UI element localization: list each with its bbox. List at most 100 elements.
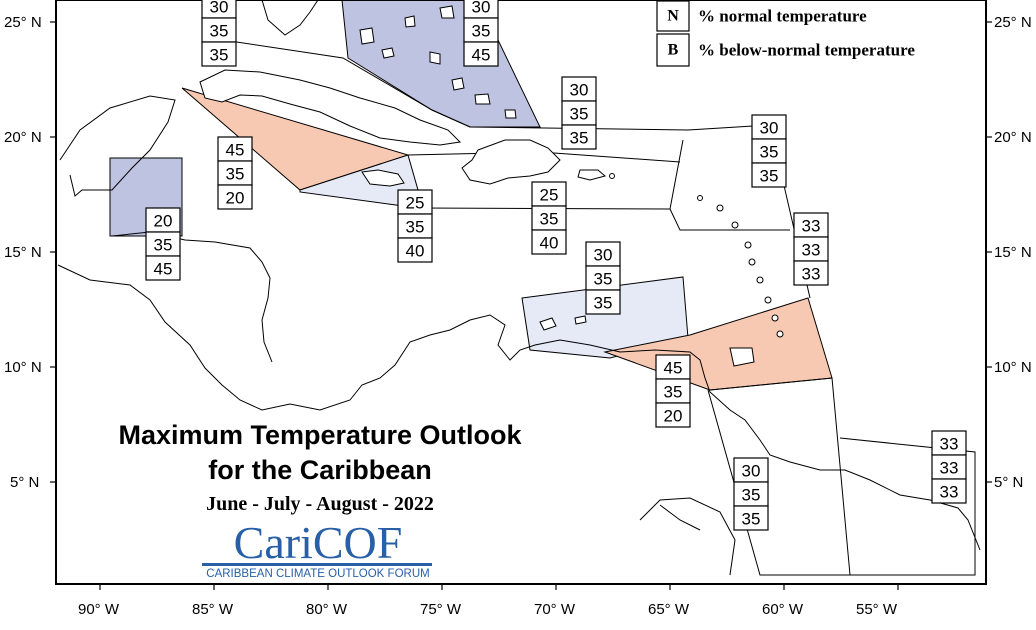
probability-value: 35 xyxy=(570,129,589,148)
island-curacao xyxy=(539,317,557,331)
probability-value: 45 xyxy=(664,359,683,378)
probability-cell xyxy=(751,162,787,188)
probability-value: 33 xyxy=(802,241,821,260)
probability-value: 30 xyxy=(570,81,589,100)
coast-florida xyxy=(261,0,319,36)
probability-value: 35 xyxy=(664,383,683,402)
probability-value: 20 xyxy=(154,212,173,231)
probability-value: 35 xyxy=(226,165,245,184)
probability-value: 30 xyxy=(594,246,613,265)
map-title-line2: for the Caribbean xyxy=(208,455,432,485)
probability-value: 35 xyxy=(540,210,559,229)
probability-cell xyxy=(793,236,829,262)
zone-outline-guyana xyxy=(707,377,851,576)
probability-cell xyxy=(201,41,237,67)
logo-wordmark: CariCOF xyxy=(234,517,403,568)
logo-tagline: CARIBBEAN CLIMATE OUTLOOK FORUM xyxy=(206,568,429,580)
island-puerto-rico xyxy=(577,169,607,181)
lat-label-right: 15° N xyxy=(994,244,1032,261)
probability-value: 35 xyxy=(742,510,761,529)
probability-cell xyxy=(145,255,181,281)
longitude-labels: 90° W 85° W 80° W 75° W 70° W 65° W 60° … xyxy=(78,601,898,618)
lon-label: 60° W xyxy=(762,601,804,618)
lon-label: 90° W xyxy=(78,601,120,618)
probability-value: 33 xyxy=(940,435,959,454)
probability-value: 45 xyxy=(154,260,173,279)
probability-cell xyxy=(463,41,499,67)
probability-boxes: 30 35 45 30 35 35 30 35 35 45 35 20 20 35 45 25 35 40 30 35… xyxy=(145,0,967,531)
title-block: Maximum Temperature Outlook for the Cari… xyxy=(118,420,522,515)
probability-value: 35 xyxy=(406,218,425,237)
lon-label: 65° W xyxy=(648,601,690,618)
coast-central-america xyxy=(57,264,981,551)
probability-cell xyxy=(931,478,967,504)
legend-letter-n: N xyxy=(667,8,679,25)
island-jamaica xyxy=(361,169,405,187)
lat-label-left: 5° N xyxy=(10,474,39,491)
map-period: June - July - August - 2022 xyxy=(206,493,434,515)
axis-ticks xyxy=(50,21,992,590)
probability-cell xyxy=(585,289,621,315)
probability-cell xyxy=(655,402,691,428)
logo-rule xyxy=(202,563,432,566)
lon-label: 85° W xyxy=(192,601,234,618)
lat-label-right: 20° N xyxy=(994,129,1032,146)
lat-label-left: 15° N xyxy=(4,244,42,261)
probability-cell xyxy=(531,181,567,207)
probability-value: 30 xyxy=(210,0,229,17)
lon-label: 80° W xyxy=(306,601,348,618)
coastlines xyxy=(57,0,981,576)
probability-cell xyxy=(145,231,181,257)
map-frame xyxy=(55,0,987,585)
probability-value: 45 xyxy=(226,141,245,160)
lesser-antilles xyxy=(609,173,784,338)
island-cuba xyxy=(199,69,462,146)
probability-value: 20 xyxy=(664,407,683,426)
probability-cell xyxy=(531,205,567,231)
zone-outline-frguiana xyxy=(839,437,976,576)
probability-value: 20 xyxy=(226,189,245,208)
probability-cell xyxy=(793,212,829,238)
probability-value: 35 xyxy=(472,22,491,41)
legend-box-b xyxy=(656,33,690,67)
probability-cell xyxy=(397,237,433,263)
probability-cell xyxy=(585,265,621,291)
probability-value: 35 xyxy=(570,105,589,124)
legend-label-b: % below-normal temperature xyxy=(698,41,915,60)
probability-cell xyxy=(201,17,237,43)
probability-value: 33 xyxy=(802,217,821,236)
zone-outline-leeward xyxy=(669,208,790,231)
probability-cell xyxy=(217,184,253,210)
probability-value: 35 xyxy=(210,22,229,41)
probability-value: 30 xyxy=(472,0,491,17)
probability-cell xyxy=(531,229,567,255)
lon-label: 55° W xyxy=(856,601,898,618)
legend-label-n: % normal temperature xyxy=(698,7,867,26)
probability-cell xyxy=(793,260,829,286)
probability-cell xyxy=(751,114,787,140)
probability-value: 40 xyxy=(540,234,559,253)
probability-cell xyxy=(463,17,499,43)
probability-value: 35 xyxy=(210,46,229,65)
probability-value: 35 xyxy=(154,236,173,255)
map-title-line1: Maximum Temperature Outlook xyxy=(118,420,522,450)
probability-cell xyxy=(733,505,769,531)
probability-value: 25 xyxy=(540,186,559,205)
coast-yucatan xyxy=(59,95,176,197)
latitude-labels: 25° N 20° N 15° N 10° N 5° N 25° N 20° N… xyxy=(4,14,1032,491)
lat-label-left: 10° N xyxy=(4,359,42,376)
coast-honduras xyxy=(111,231,273,363)
probability-cell xyxy=(217,136,253,162)
caricof-logo: CariCOF CARIBBEAN CLIMATE OUTLOOK FORUM xyxy=(202,517,432,580)
probability-cell xyxy=(217,160,253,186)
probability-cell xyxy=(931,430,967,456)
probability-value: 40 xyxy=(406,242,425,261)
legend: N % normal temperature B % below-normal … xyxy=(656,0,915,67)
probability-value: 35 xyxy=(760,143,779,162)
lon-label: 75° W xyxy=(420,601,462,618)
probability-value: 35 xyxy=(742,486,761,505)
bahamas-islands xyxy=(359,5,517,119)
lon-label: 70° W xyxy=(534,601,576,618)
probability-cell xyxy=(397,189,433,215)
lat-label-left: 20° N xyxy=(4,129,42,146)
